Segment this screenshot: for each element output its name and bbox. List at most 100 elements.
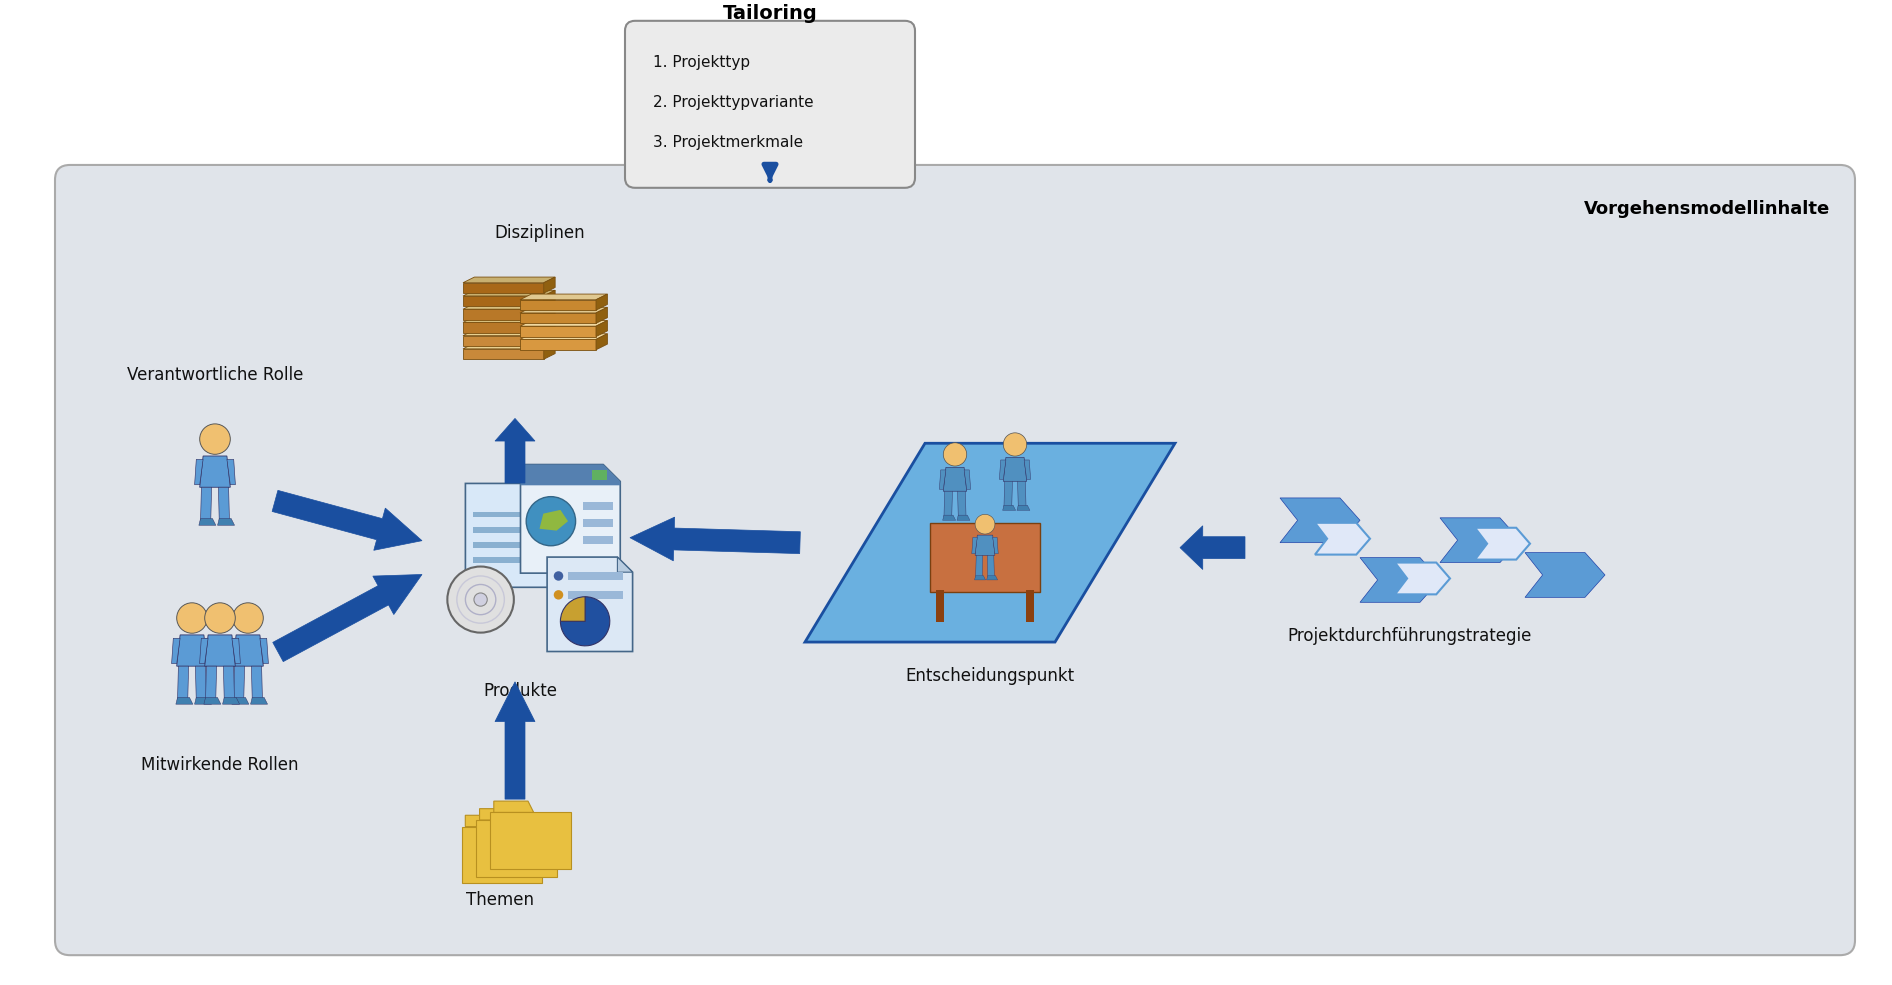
- Polygon shape: [473, 527, 539, 533]
- Polygon shape: [568, 572, 622, 580]
- Polygon shape: [223, 697, 240, 704]
- Polygon shape: [473, 558, 539, 562]
- Polygon shape: [473, 512, 539, 517]
- Polygon shape: [227, 459, 235, 485]
- Polygon shape: [204, 635, 235, 666]
- Polygon shape: [1476, 528, 1531, 559]
- Polygon shape: [520, 320, 607, 326]
- Polygon shape: [272, 491, 422, 551]
- Polygon shape: [465, 484, 551, 587]
- Text: Entscheidungspunkt: Entscheidungspunkt: [906, 667, 1075, 685]
- Circle shape: [447, 566, 515, 632]
- Polygon shape: [993, 537, 999, 554]
- Text: Disziplinen: Disziplinen: [494, 225, 585, 242]
- Polygon shape: [172, 638, 180, 664]
- Polygon shape: [547, 558, 632, 651]
- Polygon shape: [986, 575, 997, 580]
- Polygon shape: [520, 465, 621, 486]
- Circle shape: [1003, 432, 1027, 456]
- Polygon shape: [201, 488, 212, 521]
- Polygon shape: [465, 816, 505, 826]
- Text: Projektdurchführungstrategie: Projektdurchführungstrategie: [1288, 627, 1533, 645]
- Polygon shape: [1181, 526, 1245, 569]
- Polygon shape: [520, 295, 607, 299]
- Polygon shape: [496, 419, 535, 483]
- Polygon shape: [218, 488, 229, 521]
- Text: 1. Projekttyp: 1. Projekttyp: [653, 55, 749, 70]
- Polygon shape: [520, 326, 596, 337]
- Circle shape: [554, 571, 564, 581]
- Polygon shape: [195, 697, 212, 704]
- Text: Tailoring: Tailoring: [723, 4, 817, 23]
- Polygon shape: [592, 470, 607, 480]
- Polygon shape: [543, 291, 554, 306]
- Polygon shape: [464, 322, 543, 333]
- Polygon shape: [520, 340, 596, 350]
- Polygon shape: [804, 443, 1175, 642]
- Polygon shape: [1003, 457, 1027, 482]
- Polygon shape: [464, 277, 554, 283]
- Polygon shape: [543, 277, 554, 294]
- Polygon shape: [543, 343, 554, 360]
- Polygon shape: [475, 820, 556, 877]
- Polygon shape: [1281, 498, 1360, 543]
- Wedge shape: [560, 597, 585, 622]
- Polygon shape: [596, 307, 607, 323]
- Polygon shape: [195, 666, 206, 700]
- Circle shape: [475, 593, 488, 606]
- Polygon shape: [464, 283, 543, 294]
- Polygon shape: [942, 515, 955, 520]
- Polygon shape: [1018, 505, 1029, 510]
- Polygon shape: [972, 537, 978, 554]
- Polygon shape: [496, 682, 535, 799]
- Text: Vorgehensmodellinhalte: Vorgehensmodellinhalte: [1584, 200, 1830, 218]
- Polygon shape: [464, 317, 554, 322]
- Polygon shape: [252, 666, 263, 700]
- Polygon shape: [520, 334, 607, 340]
- Polygon shape: [543, 317, 554, 333]
- Polygon shape: [218, 518, 235, 525]
- Polygon shape: [520, 299, 596, 310]
- Circle shape: [526, 496, 575, 546]
- Text: Mitwirkende Rollen: Mitwirkende Rollen: [142, 756, 299, 774]
- Polygon shape: [204, 697, 221, 704]
- Polygon shape: [1003, 505, 1016, 510]
- Polygon shape: [176, 697, 193, 704]
- Text: Verantwortliche Rolle: Verantwortliche Rolle: [127, 365, 303, 383]
- Text: Produkte: Produkte: [482, 682, 556, 699]
- Text: Themen: Themen: [465, 890, 534, 908]
- Polygon shape: [464, 296, 543, 306]
- Polygon shape: [473, 542, 539, 548]
- Polygon shape: [204, 638, 212, 664]
- Polygon shape: [999, 460, 1007, 480]
- Polygon shape: [233, 666, 244, 700]
- Polygon shape: [940, 470, 946, 490]
- Polygon shape: [1005, 482, 1012, 507]
- Circle shape: [201, 424, 231, 454]
- Polygon shape: [479, 809, 520, 820]
- Polygon shape: [176, 635, 208, 666]
- Circle shape: [204, 603, 235, 633]
- Polygon shape: [462, 826, 543, 884]
- Polygon shape: [227, 638, 236, 664]
- Polygon shape: [520, 313, 596, 323]
- Polygon shape: [988, 556, 995, 577]
- Polygon shape: [596, 334, 607, 350]
- Polygon shape: [464, 349, 543, 360]
- Circle shape: [554, 590, 564, 600]
- Polygon shape: [583, 502, 613, 510]
- Circle shape: [944, 443, 967, 466]
- Polygon shape: [1360, 558, 1440, 602]
- Polygon shape: [259, 638, 269, 664]
- Polygon shape: [1025, 590, 1035, 623]
- Polygon shape: [199, 638, 208, 664]
- Polygon shape: [1525, 553, 1604, 597]
- Polygon shape: [534, 484, 551, 500]
- Polygon shape: [630, 517, 800, 560]
- Polygon shape: [974, 535, 995, 556]
- Polygon shape: [596, 320, 607, 337]
- Polygon shape: [957, 492, 967, 517]
- Polygon shape: [965, 470, 971, 490]
- Polygon shape: [944, 492, 952, 517]
- Polygon shape: [974, 575, 986, 580]
